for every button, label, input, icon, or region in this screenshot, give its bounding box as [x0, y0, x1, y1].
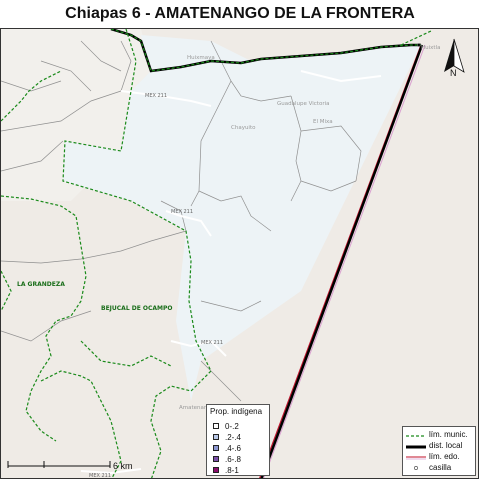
legend-indigena-item: .4-.6 — [213, 443, 242, 453]
legend-item-label: 0-.2 — [225, 421, 239, 431]
place-label: Chayuito — [231, 125, 256, 131]
legend-indigena-item: 0-.2 — [213, 421, 239, 431]
legend-line-label: casilla — [429, 463, 452, 472]
road-label: MEX 211 — [171, 209, 193, 215]
legend-item-label: .4-.6 — [225, 443, 242, 453]
legend-line-label: dist. local — [429, 441, 463, 450]
road-label: MEX 211 — [201, 340, 223, 346]
legend-lines: lím. munic. dist. local lím. edo. casill… — [402, 426, 476, 476]
place-label: Amatenango — [179, 405, 215, 411]
casilla-symbol — [414, 466, 418, 470]
road-label: MEX 211 — [145, 93, 167, 99]
north-arrow: N — [440, 38, 468, 80]
legend-item-label: .8-1 — [225, 465, 239, 475]
roads — [80, 70, 382, 475]
scale-bar: 6 km — [6, 456, 136, 472]
place-label: Huixmaya — [187, 55, 215, 61]
legend-indigena-item: .6-.8 — [213, 454, 242, 464]
municipality-label-la-grandeza: LA GRANDEZA — [17, 281, 65, 288]
locality-boundaries — [1, 40, 362, 402]
basemap-svg: Huixmaya Guadalupe Victoria Chayuito El … — [1, 29, 478, 479]
map-canvas[interactable]: Huixmaya Guadalupe Victoria Chayuito El … — [0, 28, 479, 479]
scale-label: 6 km — [113, 461, 133, 471]
legend-indigena-item: .2-.4 — [213, 432, 242, 442]
district-area — [63, 35, 421, 401]
north-arrow-icon: N — [444, 38, 465, 78]
municipal-boundaries — [1, 29, 432, 478]
legend-indigena: Prop. indígena 0-.2 .2-.4 .4-.6 .6-.8 .8… — [206, 404, 270, 476]
legend-swatch — [213, 456, 219, 462]
map-title: Chiapas 6 - AMATENANGO DE LA FRONTERA — [65, 5, 415, 22]
legend-swatch — [213, 434, 219, 440]
legend-indigena-item: .8-1 — [213, 465, 239, 475]
casilla-marker[interactable] — [417, 43, 421, 47]
legend-swatch — [213, 467, 219, 473]
legend-item-label: .6-.8 — [225, 454, 242, 464]
north-label: N — [450, 68, 457, 78]
legend-line-label: lím. edo. — [429, 452, 460, 461]
legend-item-label: .2-.4 — [225, 432, 242, 442]
place-label: Huixtla — [421, 45, 440, 51]
legend-swatch — [213, 445, 219, 451]
place-label: Guadalupe Victoria — [277, 101, 330, 107]
scale-bar-graphic: 6 km — [7, 461, 133, 471]
legend-line-label: lím. munic. — [429, 430, 468, 439]
road-label: MEX 211 — [89, 473, 111, 479]
legend-swatch — [213, 423, 219, 429]
legend-line-symbols — [406, 435, 426, 470]
place-label: El Mixa — [313, 119, 333, 125]
legend-indigena-title: Prop. indígena — [210, 407, 263, 416]
municipality-label-bejucal: BEJUCAL DE OCAMPO — [101, 305, 173, 312]
